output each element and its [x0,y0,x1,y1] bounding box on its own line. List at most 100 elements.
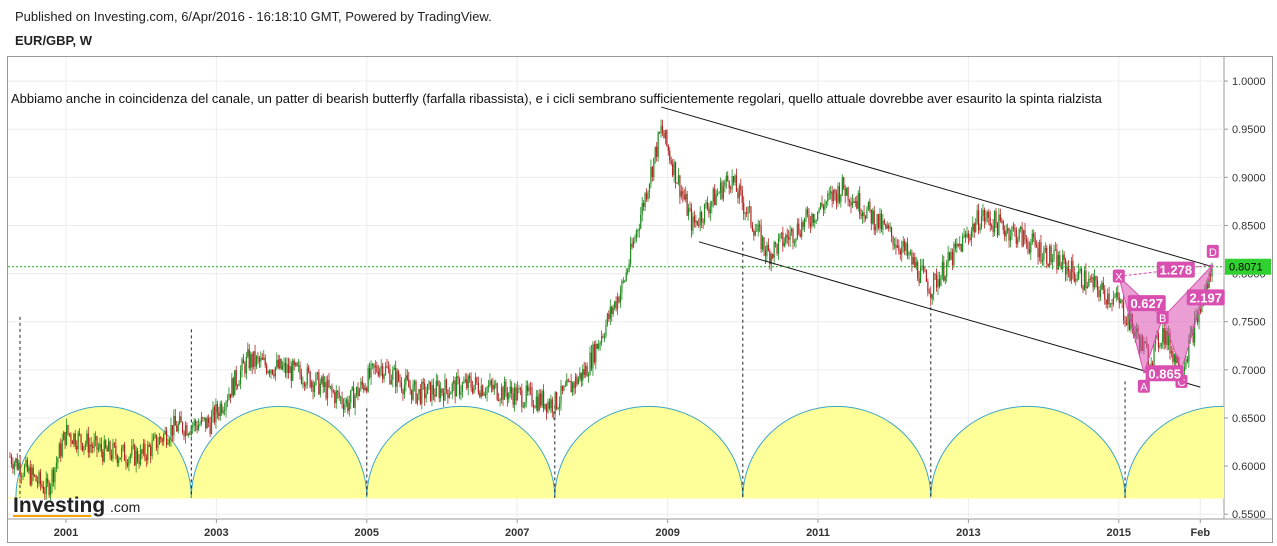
candle-body [1036,245,1038,248]
candle-body [361,381,363,385]
candle-body [1167,332,1170,346]
candle-body [460,391,462,395]
candle-body [712,188,714,202]
candle-body [563,386,565,391]
candle-body [466,379,468,389]
candle-body [838,186,840,202]
candle-body [1082,286,1084,290]
candle-body [328,380,330,387]
candle-body [123,444,126,461]
candle-body [196,425,198,431]
candle-body [179,416,181,424]
candle-body [1030,243,1032,253]
candle-body [131,446,133,456]
candle-body [284,362,287,374]
candle-body [383,374,385,379]
candle-body [933,273,935,294]
cycle-arc-edge [930,405,1126,498]
published-info: Published on Investing.com, 6/Apr/2016 -… [15,9,492,24]
candle-body [577,378,579,385]
candle-body [898,245,900,251]
candle-body [908,253,910,256]
candle-body [469,375,471,379]
candle-body [830,191,832,194]
candle-body [1153,344,1155,366]
candle-body [543,390,545,409]
candle-body [1178,357,1180,373]
candle-body [1194,317,1196,343]
candle-body [944,276,946,281]
candle-body [966,233,968,237]
candle-body [1073,272,1075,282]
candle-body [814,220,816,223]
candle-body [464,379,466,383]
candle-body [1062,254,1064,269]
candle-body [39,472,42,485]
candle-body [547,401,549,413]
candle-body [242,359,245,364]
candle-body [760,226,762,250]
candle-body [558,403,561,409]
candle-body [228,393,230,400]
candle-body [666,130,668,146]
candle-body [743,202,745,214]
candle-body [1009,235,1012,241]
pattern-ratio-label: 1.278 [1160,263,1193,278]
candle-body [487,385,490,388]
candle-body [529,387,532,389]
candle-body [714,188,716,206]
y-tick-label: 0.9500 [1232,124,1266,136]
candle-body [1172,350,1174,363]
candle-body [279,358,281,368]
candle-body [693,216,695,223]
candle-body [924,270,926,272]
candle-body [379,368,381,376]
candle-body [709,206,711,214]
cycle-arc-edge [742,405,932,498]
candle-body [795,238,797,242]
candle-body [925,271,927,282]
candle-body [332,391,334,393]
candle-body [556,392,558,409]
candle-body [972,223,974,231]
candle-body [218,412,220,416]
candle-body [174,415,176,426]
candle-body [374,365,376,368]
candle-body [706,202,709,209]
candle-body [579,372,581,379]
candle-body [90,444,92,447]
candle-body [209,423,211,434]
candle-body [81,443,84,451]
candle-body [767,244,769,252]
candle-body [1089,278,1091,280]
candle-body [627,269,629,273]
candle-body [869,201,871,210]
candle-body [653,158,655,177]
candle-body [347,399,349,411]
candle-body [621,280,623,293]
candle-body [688,208,690,216]
price-chart[interactable]: 1.00000.95000.90000.85000.80000.75000.70… [7,56,1273,543]
candle-body [574,376,577,389]
candle-body [128,458,130,466]
candle-body [727,175,729,181]
candle-body [648,184,651,192]
candle-body [602,336,604,338]
candle-body [1051,259,1054,263]
candle-body [537,396,539,411]
candle-body [612,307,614,314]
candle-body [699,212,701,226]
candle-body [674,161,677,183]
candle-body [818,209,820,212]
candle-body [395,367,397,387]
candle-body [853,201,855,204]
candle-body [1188,340,1190,362]
candle-body [70,434,72,442]
candle-body [912,257,914,265]
chart-area[interactable]: 1.00000.95000.90000.85000.80000.75000.70… [7,56,1273,543]
y-tick-label: 0.9000 [1232,172,1266,184]
candle-body [60,443,62,457]
candle-body [335,390,337,404]
candle-body [94,436,97,441]
candle-body [234,370,236,396]
